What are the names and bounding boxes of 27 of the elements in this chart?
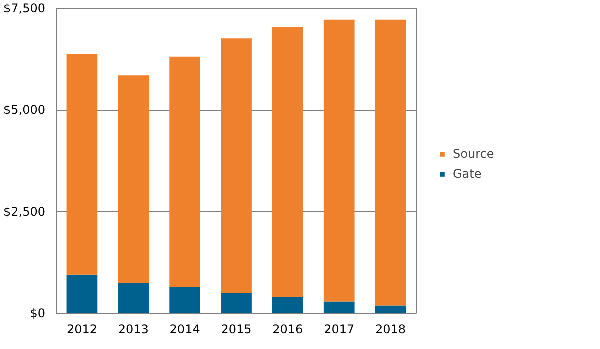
bar [324, 302, 355, 314]
bar [272, 27, 304, 298]
bar [221, 293, 252, 314]
x-tick-label: 2015 [221, 322, 252, 336]
bar [170, 287, 200, 314]
legend-label: Gate [453, 167, 482, 181]
y-tick-label: $2,500 [4, 204, 46, 219]
bar [375, 20, 406, 306]
x-tick-label: 2013 [118, 322, 149, 336]
x-tick-label: 2016 [272, 322, 304, 336]
bar [118, 76, 150, 284]
x-tick-label: 2012 [66, 322, 98, 336]
x-tick-label: 2018 [376, 322, 406, 336]
bar [375, 306, 406, 314]
legend-label: Source [453, 147, 494, 161]
bar [324, 20, 355, 302]
bar [66, 274, 98, 314]
x-tick-label: 2014 [170, 322, 200, 336]
bar [272, 297, 304, 314]
x-tick-label: 2017 [324, 322, 355, 336]
y-tick-label: $0 [30, 306, 46, 320]
bar [170, 56, 200, 288]
bar [66, 54, 98, 275]
y-tick-label: $5,000 [4, 103, 46, 118]
bar [221, 38, 252, 294]
bar [118, 283, 150, 314]
y-tick-label: $7,500 [4, 2, 46, 16]
